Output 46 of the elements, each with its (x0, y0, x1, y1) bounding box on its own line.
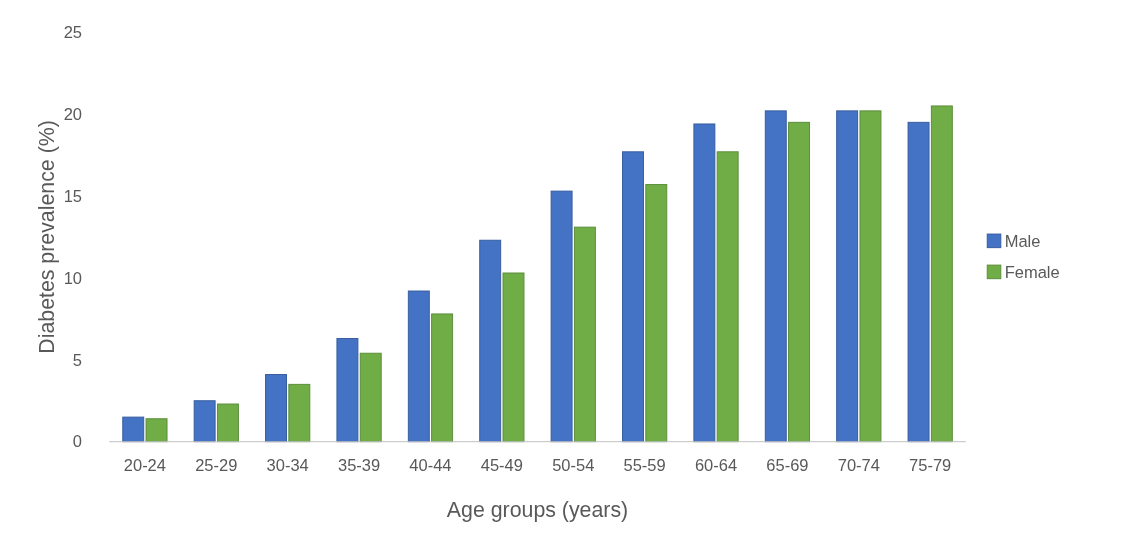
bar (907, 121, 930, 443)
bar (145, 418, 168, 443)
bar (122, 416, 145, 443)
x-axis-title: Age groups (years) (446, 498, 629, 523)
bar (431, 313, 454, 443)
y-tick-label: 0 (72, 432, 83, 451)
legend-label: Female (1004, 262, 1060, 281)
x-tick-label: 70-74 (837, 455, 880, 474)
y-axis-title: Diabetes prevalence (%) (34, 120, 59, 354)
bar (407, 290, 430, 443)
bar (359, 352, 382, 443)
bar (930, 105, 953, 443)
bar (764, 110, 787, 443)
bar (645, 184, 668, 443)
x-tick-label: 45-49 (480, 455, 523, 474)
x-tick-label: 75-79 (909, 455, 952, 474)
legend-label: Male (1004, 231, 1041, 250)
x-tick-label: 40-44 (409, 455, 452, 474)
bar (336, 338, 359, 443)
x-tick-label: 30-34 (266, 455, 309, 474)
y-tick-label: 25 (63, 23, 83, 42)
x-tick-label: 60-64 (694, 455, 738, 474)
y-tick-label: 10 (63, 268, 83, 287)
bar (622, 151, 644, 443)
y-tick-label: 15 (63, 186, 83, 205)
bar (859, 110, 882, 443)
bar (265, 374, 287, 443)
y-tick-label: 5 (72, 350, 83, 369)
x-tick-label: 25-29 (195, 455, 238, 474)
x-tick-label: 65-69 (766, 455, 809, 474)
bar (502, 272, 525, 443)
x-tick-label: 55-59 (623, 455, 666, 474)
y-tick-label: 20 (63, 104, 83, 123)
bar (788, 121, 811, 443)
x-tick-label: 50-54 (552, 455, 595, 474)
x-tick-label: 20-24 (123, 455, 166, 474)
bar (573, 226, 596, 443)
x-tick-label: 35-39 (337, 455, 381, 474)
bar (836, 110, 859, 443)
bar (550, 190, 573, 443)
bar (193, 400, 216, 443)
bar (216, 403, 239, 443)
bar (479, 239, 502, 443)
bar (288, 383, 311, 443)
bar (693, 123, 716, 443)
bar (716, 151, 739, 443)
